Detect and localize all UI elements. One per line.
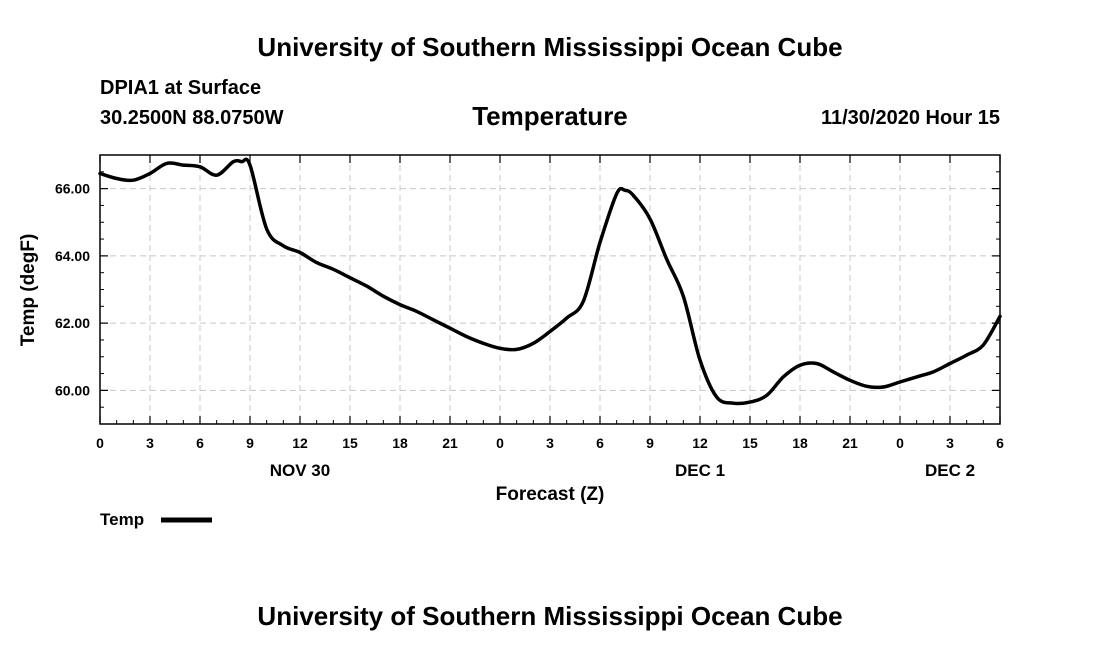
x-tick-label: 21 — [442, 435, 458, 451]
date-label: DEC 2 — [925, 461, 975, 480]
x-tick-label: 6 — [196, 435, 204, 451]
station-label: DPIA1 at Surface — [100, 77, 262, 99]
y-axis-label: Temp (degF) — [18, 234, 39, 347]
footer-title: University of Southern Mississippi Ocean… — [257, 601, 843, 631]
x-tick-label: 21 — [842, 435, 858, 451]
y-tick-label: 64.00 — [55, 248, 90, 264]
x-axis-label: Forecast (Z) — [496, 484, 605, 505]
x-tick-label: 15 — [742, 435, 758, 451]
x-tick-label: 3 — [946, 435, 954, 451]
y-tick-label: 60.00 — [55, 382, 90, 398]
x-tick-label: 12 — [692, 435, 708, 451]
series-line-temp — [98, 157, 1002, 406]
series-layer — [98, 157, 1002, 406]
x-tick-label: 12 — [292, 435, 308, 451]
x-tick-label: 18 — [392, 435, 408, 451]
y-tick-label: 62.00 — [55, 315, 90, 331]
date-label: NOV 30 — [270, 461, 330, 480]
x-tick-label: 6 — [596, 435, 604, 451]
page-title: University of Southern Mississippi Ocean… — [257, 32, 843, 62]
x-tick-label: 0 — [896, 435, 904, 451]
date-label: DEC 1 — [675, 461, 725, 480]
chart-title: Temperature — [472, 101, 628, 131]
x-tick-label: 9 — [246, 435, 254, 451]
tick-labels: 0 3 6 9 12 15 18 21 0 3 6 9 12 15 18 21 0 3 6 60.00 62.00 64.… — [55, 181, 1004, 480]
grid-lines — [100, 155, 1000, 424]
datetime-label: 11/30/2020 Hour 15 — [820, 107, 1000, 129]
plot-frame — [99, 154, 1001, 425]
x-tick-label: 15 — [342, 435, 358, 451]
coordinates-label: 30.2500N 88.0750W — [100, 107, 284, 129]
x-tick-label: 9 — [646, 435, 654, 451]
legend-label: Temp — [100, 510, 144, 529]
y-tick-label: 66.00 — [55, 181, 90, 197]
x-tick-label: 18 — [792, 435, 808, 451]
x-tick-label: 6 — [996, 435, 1004, 451]
x-tick-label: 0 — [96, 435, 104, 451]
x-tick-label: 0 — [496, 435, 504, 451]
x-tick-label: 3 — [546, 435, 554, 451]
x-tick-label: 3 — [146, 435, 154, 451]
